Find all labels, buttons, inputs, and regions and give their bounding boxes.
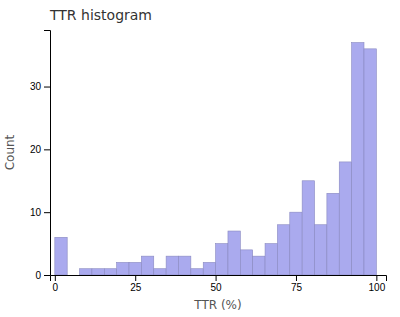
tick: 25 <box>130 275 142 293</box>
y-axis-title: Count <box>3 134 17 170</box>
axis-line <box>44 31 51 276</box>
plot: 0 25 50 75 100 0 10 20 30 <box>30 31 387 294</box>
bar <box>364 49 376 275</box>
bar <box>67 275 79 276</box>
tick-mark <box>135 275 136 281</box>
tick: 20 <box>30 144 50 155</box>
tick-label: 25 <box>130 282 142 293</box>
bar <box>216 244 228 275</box>
tick-mark <box>44 87 50 88</box>
tick-mark <box>216 275 217 281</box>
bar <box>178 256 190 275</box>
tick-label: 30 <box>30 81 42 92</box>
axis-line <box>51 276 387 282</box>
bar <box>117 262 129 275</box>
bar <box>55 237 67 275</box>
title: TTR histogram <box>49 7 152 23</box>
tick-mark <box>55 275 56 281</box>
bar <box>315 225 327 275</box>
bar <box>141 256 153 275</box>
tick-label: 100 <box>369 282 386 293</box>
tick: 100 <box>369 275 386 293</box>
tick-label: 0 <box>35 270 41 281</box>
tick: 50 <box>211 275 223 293</box>
bar <box>191 269 203 275</box>
bar <box>129 262 141 275</box>
y-axis: 0 10 20 30 <box>30 31 51 281</box>
bar <box>154 269 166 275</box>
tick: 10 <box>30 207 50 218</box>
tick-label: 20 <box>30 144 42 155</box>
tick-label: 10 <box>30 207 42 218</box>
tick-label: 50 <box>211 282 223 293</box>
tick-mark <box>44 149 50 150</box>
bar <box>92 269 104 275</box>
bar <box>80 269 92 275</box>
tick-label: 75 <box>291 282 303 293</box>
tick: 75 <box>291 275 303 293</box>
tick-mark <box>296 275 297 281</box>
bar <box>203 262 215 275</box>
bar <box>265 244 277 275</box>
bar <box>302 181 314 275</box>
bar <box>327 193 339 275</box>
tick-mark <box>44 275 50 276</box>
tick-mark <box>44 212 50 213</box>
tick: 30 <box>30 81 50 92</box>
x-axis: 0 25 50 75 100 <box>51 275 387 293</box>
bar <box>290 212 302 275</box>
bar <box>253 256 265 275</box>
tick: 0 <box>53 275 59 293</box>
bar <box>104 269 116 275</box>
bar <box>166 256 178 275</box>
bar <box>228 231 240 275</box>
bar <box>339 162 351 275</box>
tick: 0 <box>35 270 50 281</box>
x-axis-title: TTR (%) <box>193 298 241 312</box>
bars <box>55 43 377 275</box>
bar <box>277 225 289 275</box>
chart: 0 25 50 75 100 0 10 20 30 TTR histogram TTR (%) Cou… <box>0 0 400 317</box>
tick-mark <box>376 275 377 281</box>
bar <box>352 43 364 275</box>
tick-label: 0 <box>53 282 59 293</box>
bar <box>240 250 252 275</box>
